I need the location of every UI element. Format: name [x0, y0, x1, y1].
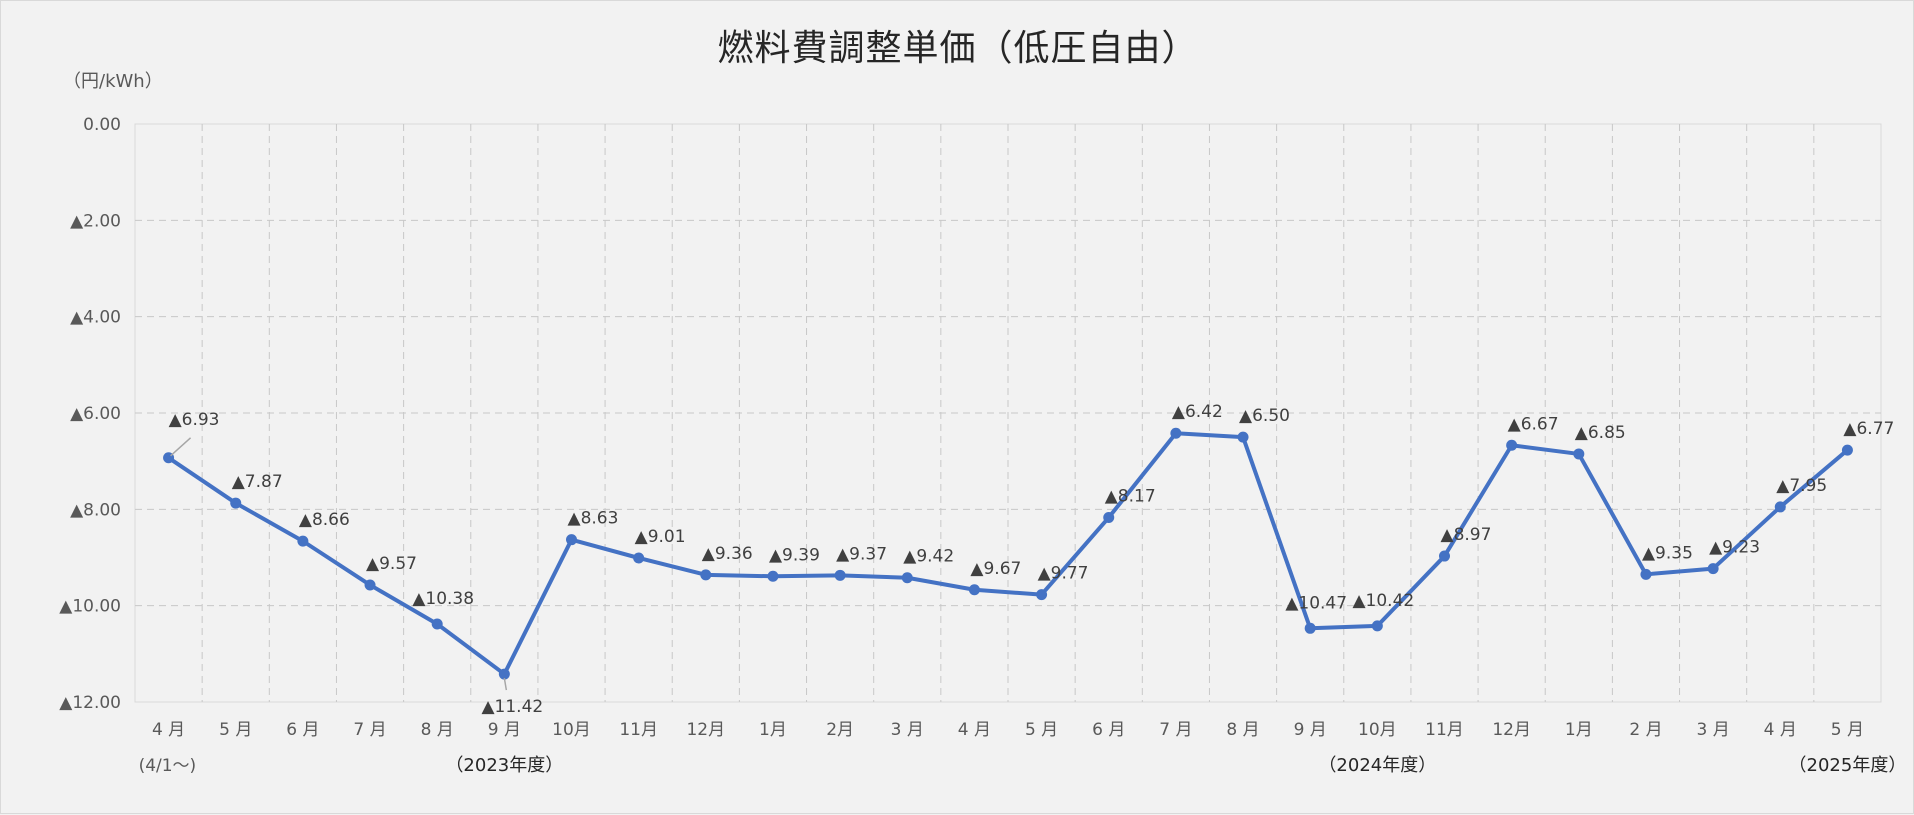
x-tick-label: 10月 — [1358, 720, 1397, 740]
data-point — [767, 570, 779, 582]
category-sublabel: (4/1～) — [139, 756, 197, 776]
data-label: ▲9.23 — [1709, 538, 1760, 558]
data-label: ▲9.77 — [1038, 564, 1089, 584]
data-label: ▲6.42 — [1172, 402, 1223, 422]
y-tick-label: ▲4.00 — [70, 308, 121, 328]
data-point — [566, 534, 577, 546]
data-point — [230, 497, 242, 509]
data-point — [1237, 431, 1249, 443]
x-tick-label: 3 月 — [891, 720, 924, 740]
data-label: ▲9.36 — [702, 544, 753, 564]
series-line — [167, 431, 1849, 677]
category-sublabel: （2023年度） — [445, 755, 563, 776]
data-point — [431, 618, 443, 630]
data-label: ▲8.17 — [1105, 487, 1156, 507]
x-tick-label: 12月 — [686, 720, 725, 740]
data-point — [364, 579, 376, 591]
data-point — [1103, 512, 1115, 524]
data-label: ▲10.47 — [1285, 593, 1347, 613]
data-label: ▲9.39 — [769, 545, 820, 565]
data-label: ▲8.63 — [568, 509, 619, 529]
data-label: ▲7.87 — [232, 472, 283, 492]
x-tick-label: 1月 — [1565, 720, 1593, 740]
data-label: ▲11.42 — [481, 697, 543, 717]
x-tick-label: 10月 — [552, 720, 591, 740]
y-tick-label: ▲12.00 — [59, 693, 121, 713]
x-tick-label: 4 月 — [152, 720, 185, 740]
data-point — [700, 569, 712, 581]
data-label: ▲9.42 — [903, 547, 954, 567]
data-point — [1774, 501, 1786, 513]
x-tick-label: 7 月 — [1159, 720, 1192, 740]
data-point — [1439, 550, 1450, 562]
x-tick-label: 5 月 — [1025, 720, 1058, 740]
data-point — [1841, 444, 1853, 456]
y-tick-label: ▲10.00 — [59, 597, 121, 617]
data-point — [1036, 589, 1048, 601]
data-point — [834, 569, 846, 581]
data-point — [901, 572, 913, 584]
data-label: ▲9.67 — [970, 559, 1021, 579]
x-tick-label: 11月 — [1425, 720, 1464, 740]
x-tick-label: 7 月 — [353, 720, 386, 740]
data-label: ▲7.95 — [1776, 476, 1827, 496]
x-tick-label: 2 月 — [1629, 720, 1662, 740]
x-tick-label: 6 月 — [286, 720, 319, 740]
data-point — [297, 535, 309, 547]
data-label: ▲10.42 — [1352, 591, 1414, 611]
leader-line — [503, 677, 508, 691]
x-tick-label: 12月 — [1492, 720, 1531, 740]
data-point — [968, 584, 980, 596]
y-tick-label: 0.00 — [83, 115, 121, 135]
data-label: ▲9.57 — [366, 554, 417, 574]
data-label: ▲8.66 — [299, 510, 350, 530]
data-point — [498, 668, 510, 680]
x-tick-label: 9 月 — [488, 720, 521, 740]
data-label: ▲6.77 — [1843, 419, 1894, 439]
y-tick-label: ▲6.00 — [70, 404, 121, 424]
y-unit-label: （円/kWh） — [63, 71, 163, 92]
data-label: ▲8.97 — [1441, 525, 1492, 545]
x-tick-label: 1月 — [759, 720, 787, 740]
data-point — [1304, 622, 1316, 634]
data-label: ▲6.93 — [169, 410, 220, 430]
x-tick-label: 5 月 — [219, 720, 252, 740]
data-point — [1573, 448, 1585, 460]
x-tick-label: 3 月 — [1696, 720, 1729, 740]
x-tick-label: 11月 — [619, 720, 658, 740]
x-tick-label: 9 月 — [1294, 720, 1327, 740]
leader-line — [170, 437, 192, 457]
data-point — [1707, 563, 1719, 575]
data-label: ▲6.67 — [1508, 414, 1559, 434]
data-label: ▲9.37 — [836, 544, 887, 564]
x-tick-label: 2月 — [826, 720, 854, 740]
category-sublabel: （2024年度） — [1318, 755, 1436, 776]
x-tick-label: 8 月 — [1226, 720, 1259, 740]
data-point — [1170, 427, 1182, 439]
x-tick-label: 8 月 — [421, 720, 454, 740]
data-label: ▲9.01 — [635, 527, 686, 547]
y-tick-label: ▲8.00 — [70, 500, 121, 520]
data-label: ▲6.50 — [1239, 406, 1290, 426]
data-point — [633, 552, 645, 564]
x-tick-label: 6 月 — [1092, 720, 1125, 740]
x-tick-label: 5 月 — [1831, 720, 1864, 740]
chart-title: 燃料費調整単価（低圧自由） — [717, 28, 1199, 69]
category-sublabel: （2025年度） — [1789, 755, 1907, 776]
data-point — [1506, 439, 1518, 451]
x-tick-label: 4 月 — [1764, 720, 1797, 740]
x-tick-label: 4 月 — [958, 720, 991, 740]
y-tick-label: ▲2.00 — [70, 211, 121, 231]
data-label: ▲6.85 — [1575, 423, 1626, 443]
data-point — [1640, 568, 1652, 580]
data-label: ▲10.38 — [412, 589, 474, 609]
data-label: ▲9.35 — [1642, 543, 1693, 563]
data-point — [1371, 620, 1383, 632]
